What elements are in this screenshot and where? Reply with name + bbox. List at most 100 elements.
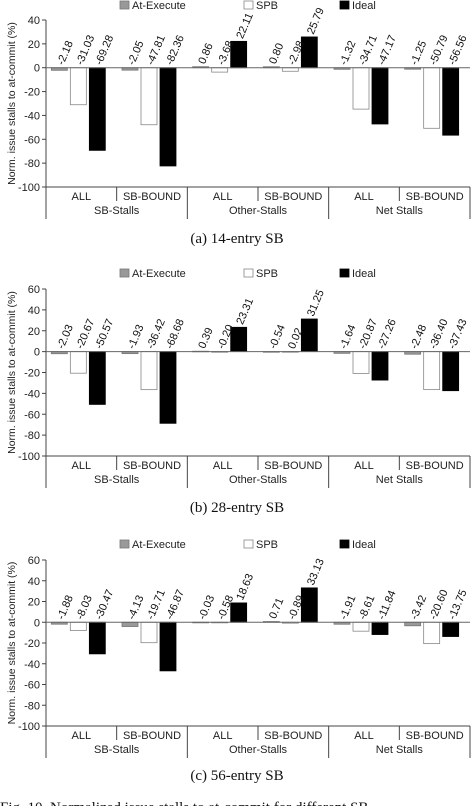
y-tick-label: -80	[24, 700, 40, 712]
x-tick-label: ALL	[354, 730, 374, 742]
y-tick-label: -40	[24, 110, 40, 122]
y-axis-label: Norm. issue stalls to at-commit (%)	[6, 22, 18, 185]
bar-ideal-5	[371, 351, 389, 381]
x-tick-label: ALL	[213, 730, 233, 742]
bar-spb-3	[211, 67, 229, 73]
y-tick-label: 20	[28, 39, 40, 51]
group-label: Net Stalls	[376, 744, 424, 756]
group-label: Net Stalls	[376, 205, 424, 217]
y-tick-label: 0	[34, 347, 40, 359]
y-tick-label: -60	[24, 134, 40, 146]
legend-label: At-Execute	[132, 539, 186, 551]
group-label: SB-Stalls	[94, 474, 140, 486]
data-label: 33.13	[305, 557, 327, 587]
y-tick-label: 20	[28, 597, 40, 609]
chart-panel-3: -100 -80 -60 -40 -20 0 20 40 60 Norm. issue stall…	[6, 539, 471, 784]
bar-ideal-2	[159, 351, 177, 424]
bar-ideal-2	[159, 67, 177, 167]
y-tick-label: -40	[24, 659, 40, 671]
legend-swatch	[119, 539, 130, 549]
x-tick-label: SB-BOUND	[123, 460, 181, 472]
legend-swatch	[243, 268, 254, 278]
y-tick-label: 20	[28, 326, 40, 338]
y-tick-label: 60	[28, 555, 40, 567]
bar-at-execute-6	[404, 621, 422, 627]
y-tick-label: 40	[28, 305, 40, 317]
data-label: -0.54	[267, 323, 288, 351]
x-tick-label: ALL	[354, 460, 374, 472]
y-tick-label: -80	[24, 430, 40, 442]
group-label: Other-Stalls	[229, 205, 288, 217]
bar-ideal-4	[300, 318, 318, 353]
bar-spb-1	[69, 621, 87, 631]
bar-spb-5	[352, 67, 370, 110]
data-label: 31.25	[305, 288, 327, 318]
bar-ideal-6	[442, 67, 460, 136]
y-tick-label: -100	[18, 182, 40, 194]
x-tick-label: ALL	[213, 191, 233, 203]
group-label: Other-Stalls	[229, 474, 288, 486]
x-tick-label: ALL	[72, 191, 92, 203]
bar-at-execute-2	[121, 621, 139, 627]
y-tick-label: -20	[24, 87, 40, 99]
data-label: 18.63	[234, 572, 256, 602]
legend-label: Ideal	[352, 539, 376, 551]
bar-ideal-2	[159, 621, 177, 672]
legend-swatch	[243, 0, 254, 10]
legend-label: Ideal	[352, 0, 376, 12]
legend-swatch	[119, 268, 130, 278]
bar-ideal-1	[88, 621, 106, 655]
legend-label: SPB	[256, 0, 278, 12]
bar-spb-6	[423, 621, 441, 645]
data-label: 0.71	[267, 596, 286, 620]
legend-label: SPB	[256, 268, 278, 280]
chart-panel-2: -100 -80 -60 -40 -20 0 20 40 60 Norm. issue stall…	[6, 268, 471, 516]
legend-swatch	[339, 0, 350, 10]
panel-caption: (c) 56-entry SB	[190, 768, 283, 784]
x-tick-label: SB-BOUND	[264, 730, 322, 742]
y-tick-label: -40	[24, 388, 40, 400]
legend-label: SPB	[256, 539, 278, 551]
group-label: Other-Stalls	[229, 744, 288, 756]
group-label: SB-Stalls	[94, 205, 140, 217]
x-tick-label: SB-BOUND	[264, 460, 322, 472]
y-tick-label: -60	[24, 680, 40, 692]
data-label: 23.31	[234, 296, 256, 326]
bar-ideal-1	[88, 67, 106, 151]
bar-spb-4	[281, 67, 299, 72]
bar-ideal-6	[442, 621, 460, 637]
bar-ideal-4	[300, 36, 318, 69]
data-label: 0.86	[196, 41, 215, 65]
x-tick-label: ALL	[213, 460, 233, 472]
y-axis-label: Norm. issue stalls to at-commit (%)	[6, 562, 18, 725]
y-tick-label: 40	[28, 15, 40, 27]
bar-spb-1	[69, 351, 87, 374]
panel-caption: (a) 14-entry SB	[190, 231, 283, 247]
y-tick-label: 60	[28, 284, 40, 296]
legend-swatch	[339, 268, 350, 278]
x-tick-label: SB-BOUND	[406, 730, 464, 742]
data-label: -30.47	[93, 588, 116, 621]
x-tick-label: SB-BOUND	[406, 191, 464, 203]
data-label: 22.11	[234, 11, 255, 40]
x-tick-label: SB-BOUND	[406, 460, 464, 472]
x-tick-label: ALL	[72, 730, 92, 742]
bar-spb-5	[352, 621, 370, 632]
bar-spb-2	[140, 67, 158, 126]
y-tick-label: 0	[34, 617, 40, 629]
legend-label: At-Execute	[132, 0, 186, 12]
panel-caption: (b) 28-entry SB	[190, 500, 284, 516]
bar-ideal-5	[371, 621, 389, 635]
bar-spb-2	[140, 351, 158, 391]
y-tick-label: -80	[24, 158, 40, 170]
y-tick-label: -60	[24, 409, 40, 421]
bar-spb-6	[423, 67, 441, 129]
bar-spb-6	[423, 351, 441, 391]
bar-ideal-1	[88, 351, 106, 405]
group-label: SB-Stalls	[94, 744, 140, 756]
y-tick-label: -20	[24, 638, 40, 650]
data-label: 25.79	[305, 6, 327, 36]
data-label: -11.84	[376, 589, 399, 622]
legend-swatch	[339, 539, 350, 549]
